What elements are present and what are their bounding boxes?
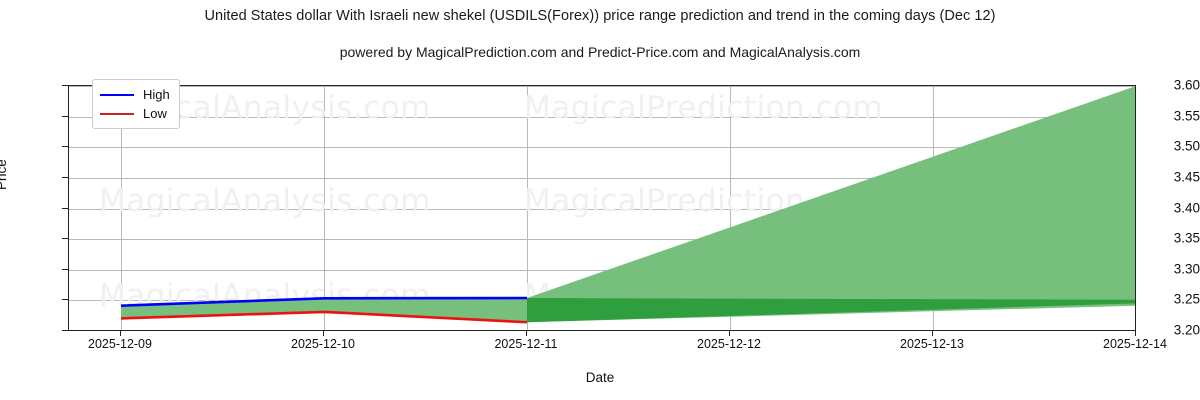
y-tick-label: 3.25	[1173, 291, 1200, 307]
legend-swatch-low-icon	[100, 112, 134, 115]
gridline-horizontal	[69, 208, 1135, 210]
y-tick-label: 3.35	[1173, 230, 1200, 246]
x-tick-mark	[932, 331, 933, 336]
legend-label-low: Low	[143, 106, 167, 121]
x-tick-label: 2025-12-12	[697, 337, 761, 351]
y-tick-label: 3.30	[1173, 261, 1200, 277]
series-canvas	[120, 86, 1135, 324]
gridline-vertical	[730, 86, 731, 330]
legend-item-high[interactable]: High	[100, 85, 170, 104]
y-axis-label: Price	[0, 159, 9, 190]
y-tick-label: 3.20	[1173, 322, 1200, 338]
y-tick-label: 3.55	[1173, 108, 1200, 124]
x-tick-mark	[120, 331, 121, 336]
y-tick-mark	[62, 299, 68, 301]
forecast-band	[527, 86, 1135, 323]
x-tick-label: 2025-12-10	[291, 337, 355, 351]
x-tick-mark	[1135, 331, 1136, 336]
plot-area: MagicalAnalysis.com MagicalPrediction.co…	[68, 85, 1136, 331]
y-tick-mark	[62, 330, 68, 331]
legend-swatch-high-icon	[100, 93, 134, 96]
chart-legend[interactable]: High Low	[92, 79, 180, 129]
y-tick-mark	[62, 238, 68, 240]
x-tick-label: 2025-12-13	[900, 337, 964, 351]
gridline-vertical	[324, 86, 325, 330]
gridline-horizontal	[69, 116, 1135, 118]
y-tick-label: 3.45	[1173, 169, 1200, 185]
gridline-horizontal	[69, 269, 1135, 271]
x-axis-label: Date	[585, 370, 615, 385]
legend-label-high: High	[143, 87, 170, 102]
series-line-low	[120, 310, 528, 324]
y-tick-mark	[62, 268, 68, 270]
x-tick-mark	[526, 331, 527, 336]
x-tick-mark	[729, 331, 730, 336]
legend-item-low[interactable]: Low	[100, 104, 170, 123]
gridline-horizontal	[69, 177, 1135, 179]
y-tick-mark	[62, 176, 68, 178]
y-tick-label: 3.50	[1173, 138, 1200, 154]
y-tick-label: 3.40	[1173, 200, 1200, 215]
y-tick-label: 3.60	[1173, 77, 1200, 93]
y-tick-mark	[62, 85, 68, 86]
forecast-band	[527, 298, 1135, 323]
x-tick-label: 2025-12-14	[1103, 337, 1167, 351]
y-tick-mark	[62, 146, 68, 148]
gridline-vertical	[121, 86, 122, 330]
gridline-horizontal	[69, 147, 1135, 149]
gridline-horizontal	[69, 239, 1135, 241]
series-line-high	[120, 296, 528, 307]
gridline-vertical	[527, 86, 528, 330]
x-tick-label: 2025-12-11	[494, 337, 558, 351]
y-tick-mark	[62, 207, 68, 209]
chart-title: United States dollar With Israeli new sh…	[204, 8, 996, 24]
x-tick-mark	[323, 331, 324, 336]
y-tick-mark	[62, 115, 68, 117]
x-tick-label: 2025-12-09	[88, 337, 152, 351]
gridline-horizontal	[69, 86, 1135, 87]
chart-subtitle: powered by MagicalPrediction.com and Pre…	[339, 44, 861, 60]
